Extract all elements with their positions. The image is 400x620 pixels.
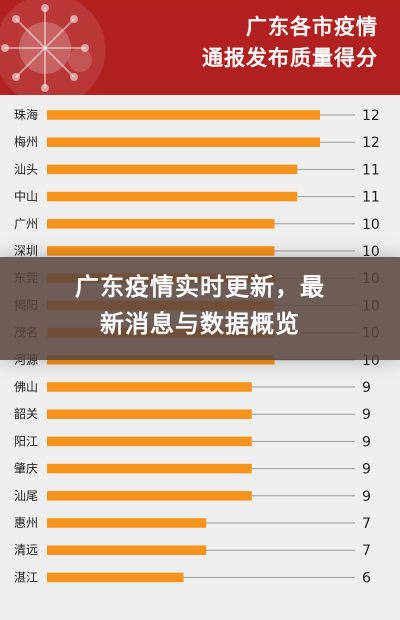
value-label: 9	[362, 462, 371, 478]
category-label: 佛山	[14, 380, 38, 394]
headline-banner: 广东疫情实时更新，最 新消息与数据概览	[0, 257, 400, 360]
category-label: 清远	[14, 543, 38, 557]
category-label: 深圳	[14, 244, 38, 258]
category-label: 中山	[14, 189, 38, 204]
value-label: 9	[362, 407, 371, 423]
bar	[47, 219, 275, 229]
category-label: 湛江	[14, 570, 38, 584]
category-label: 梅州	[14, 134, 38, 149]
category-label: 肇庆	[14, 461, 38, 476]
category-label: 阳江	[14, 434, 38, 448]
value-label: 9	[362, 489, 371, 505]
category-label: 汕头	[14, 162, 38, 176]
headline-line-1: 广东疫情实时更新，最	[75, 273, 325, 301]
bar	[47, 164, 298, 175]
virus-icon	[1, 4, 92, 92]
bar	[47, 382, 252, 392]
bar	[47, 518, 207, 528]
bar	[47, 572, 184, 583]
bar	[47, 436, 252, 447]
chart-title: 广东各市疫情 通报发布质量得分	[202, 12, 378, 74]
category-label: 韶关	[14, 406, 38, 421]
category-label: 惠州	[14, 516, 38, 530]
value-label: 12	[362, 108, 380, 124]
value-label: 7	[362, 543, 371, 559]
chart-title-line-2: 通报发布质量得分	[202, 46, 378, 70]
category-label: 珠海	[14, 107, 38, 122]
bar	[47, 491, 252, 501]
bar	[47, 545, 207, 555]
value-label: 9	[362, 380, 371, 396]
category-label: 广州	[14, 217, 38, 231]
value-label: 11	[362, 190, 380, 206]
bar	[47, 110, 320, 120]
value-label: 9	[362, 434, 371, 450]
value-label: 11	[362, 162, 380, 178]
bar	[47, 463, 252, 474]
bar	[47, 137, 320, 147]
bar	[47, 246, 275, 256]
headline-line-2: 新消息与数据概览	[100, 310, 300, 338]
category-label: 汕尾	[14, 489, 38, 503]
chart-title-line-1: 广东各市疫情	[246, 15, 378, 39]
bar	[47, 409, 252, 419]
value-label: 10	[362, 217, 380, 233]
bar	[47, 191, 298, 202]
headline: 广东疫情实时更新，最 新消息与数据概览	[0, 269, 400, 343]
value-label: 6	[362, 570, 371, 586]
value-label: 10	[362, 244, 380, 260]
value-label: 12	[362, 135, 380, 151]
value-label: 7	[362, 516, 371, 532]
